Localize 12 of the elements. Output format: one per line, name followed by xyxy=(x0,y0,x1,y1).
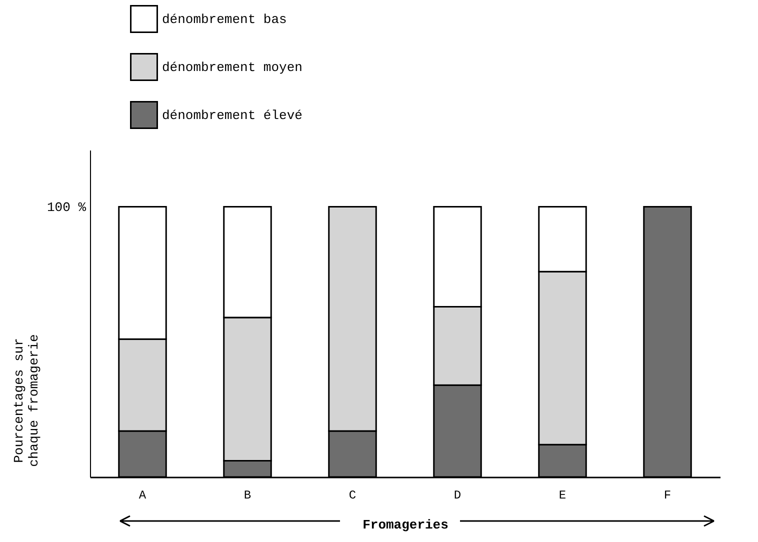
y-axis-title: Pourcentages sur chaque fromagerie xyxy=(12,334,42,467)
x-tick-label: B xyxy=(244,488,252,502)
x-tick-label: A xyxy=(138,488,147,502)
x-tick-label: F xyxy=(664,488,672,502)
legend-label: dénombrement bas xyxy=(162,12,287,27)
legend-label: dénombrement élevé xyxy=(162,108,302,123)
x-tick-label: C xyxy=(348,488,356,502)
text: 100 % xyxy=(46,200,86,215)
x-tick-label: D xyxy=(454,488,462,502)
legend-label: dénombrement moyen xyxy=(162,60,302,75)
x-axis-title: Fromageries xyxy=(362,518,449,532)
x-tick-label: E xyxy=(558,488,566,502)
